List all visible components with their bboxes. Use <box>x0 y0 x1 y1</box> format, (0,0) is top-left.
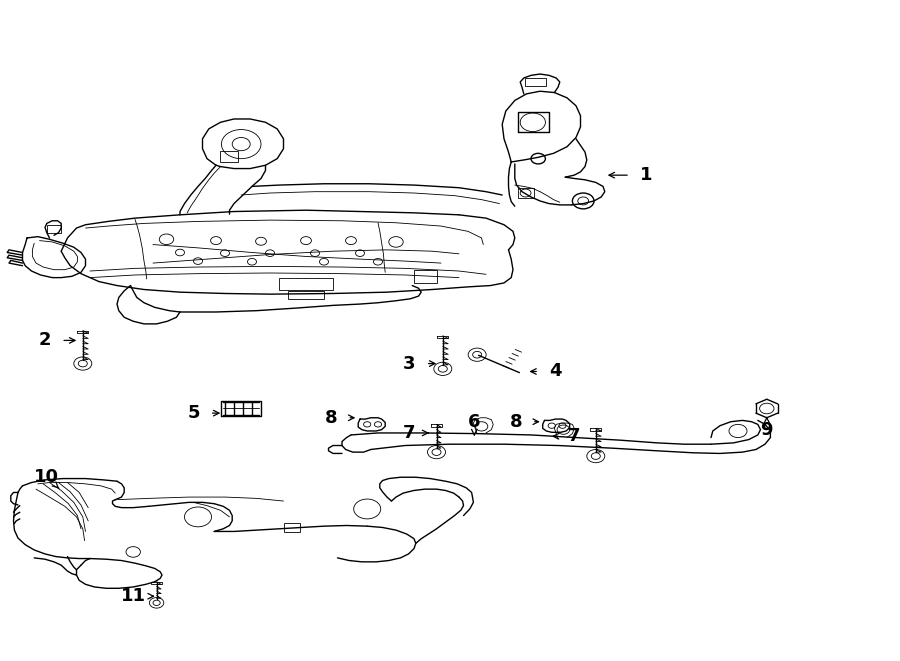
Text: 9: 9 <box>760 420 773 439</box>
Bar <box>279 278 333 290</box>
Text: 7: 7 <box>568 427 580 446</box>
Text: 5: 5 <box>187 404 200 422</box>
Bar <box>220 151 238 162</box>
Text: 8: 8 <box>509 412 522 431</box>
Text: 4: 4 <box>549 362 562 381</box>
Text: 11: 11 <box>121 587 146 605</box>
Bar <box>288 291 324 299</box>
Text: 2: 2 <box>39 331 51 350</box>
Text: 3: 3 <box>403 354 416 373</box>
Bar <box>525 78 546 86</box>
Text: 6: 6 <box>468 412 481 431</box>
Text: 1: 1 <box>640 166 652 184</box>
Bar <box>414 270 436 283</box>
Text: 7: 7 <box>403 424 416 442</box>
Bar <box>47 225 61 233</box>
Bar <box>284 523 300 532</box>
Bar <box>518 188 534 198</box>
Text: 10: 10 <box>34 468 59 486</box>
Text: 8: 8 <box>325 408 338 427</box>
